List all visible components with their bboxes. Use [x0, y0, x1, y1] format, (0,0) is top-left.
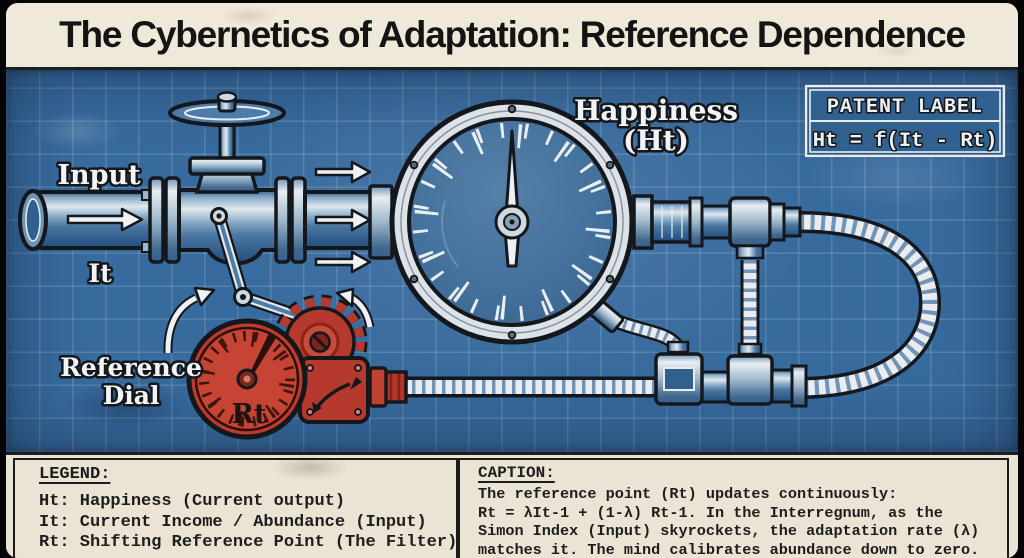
flow-arrow-icon — [314, 250, 372, 274]
dial-needle — [247, 333, 276, 379]
gearbox — [298, 356, 370, 424]
flow-arrow-icon — [314, 160, 372, 184]
blueprint-canvas: Rt Input It Happiness (Ht) Reference Dia… — [6, 70, 1018, 455]
rim-bolt — [507, 104, 517, 114]
caption-line: Rt = λIt-1 + (1-λ) Rt-1. In the Interreg… — [478, 503, 943, 522]
legend-item: It: Current Income / Abundance (Input) — [39, 512, 427, 532]
reference-symbol-label: Rt — [232, 399, 267, 430]
input-symbol-label: It — [88, 259, 112, 288]
patent-formula: Ht = f(It - Rt) — [813, 130, 998, 153]
caption-line: The reference point (Rt) updates continu… — [478, 485, 898, 503]
caption-panel: CAPTION: The reference point (Rt) update… — [458, 458, 1009, 558]
flow-arrow-icon — [314, 208, 372, 232]
input-label: Input — [57, 160, 141, 191]
reference-dial-assembly: Rt — [186, 287, 370, 440]
legend-item: Rt: Shifting Reference Point (The Filter… — [39, 533, 458, 552]
reference-dial-label: Reference — [60, 353, 202, 382]
legend-item: Ht: Happiness (Current output) — [39, 492, 346, 511]
reference-dial-label2: Dial — [103, 381, 160, 410]
reference-dial: Rt — [186, 318, 308, 440]
flange — [274, 176, 291, 264]
happiness-gauge — [368, 99, 704, 345]
input-pipe — [18, 189, 156, 251]
happiness-label: Happiness — [574, 94, 738, 127]
linkage-arm — [210, 207, 250, 304]
title-band: The Cybernetics of Adaptation: Reference… — [6, 3, 1018, 70]
dial-ticks — [199, 331, 295, 428]
caption-line: Simon Index (Input) skyrockets, the adap… — [478, 522, 980, 541]
legend-panel: LEGEND: Ht: Happiness (Current output) I… — [13, 458, 458, 558]
feedback-arrows — [163, 286, 375, 354]
braided-hose-texture — [797, 214, 938, 396]
caption-line: matches it. The mind calibrates abundanc… — [478, 540, 980, 558]
feedback-loop-piping — [368, 196, 942, 408]
gauge-ticks — [412, 122, 612, 322]
flow-arrows — [314, 160, 372, 274]
flange — [148, 176, 165, 264]
tee-fitting-bottom — [726, 354, 774, 406]
valve-stem — [218, 120, 236, 164]
happiness-symbol-label: (Ht) — [623, 124, 689, 157]
schematic-drawing: Rt Input It Happiness (Ht) Reference Dia… — [18, 84, 1006, 440]
page-title: The Cybernetics of Adaptation: Reference… — [59, 14, 966, 55]
flow-arrow-icon — [66, 207, 144, 232]
blueprint-card: The Cybernetics of Adaptation: Reference… — [6, 3, 1018, 558]
gate-valve — [141, 91, 375, 304]
patent-title: PATENT LABEL — [827, 96, 983, 119]
caption-heading: CAPTION: — [478, 464, 555, 482]
update-arrow-icon — [316, 382, 351, 408]
legend-heading: LEGEND: — [39, 465, 111, 484]
info-panel: LEGEND: Ht: Happiness (Current output) I… — [6, 455, 1018, 558]
patent-label-box: PATENT LABEL Ht = f(It - Rt) — [804, 84, 1006, 158]
schematic-labels: Input It Happiness (Ht) Reference Dial — [55, 92, 741, 413]
tee-fitting-top — [728, 196, 772, 248]
